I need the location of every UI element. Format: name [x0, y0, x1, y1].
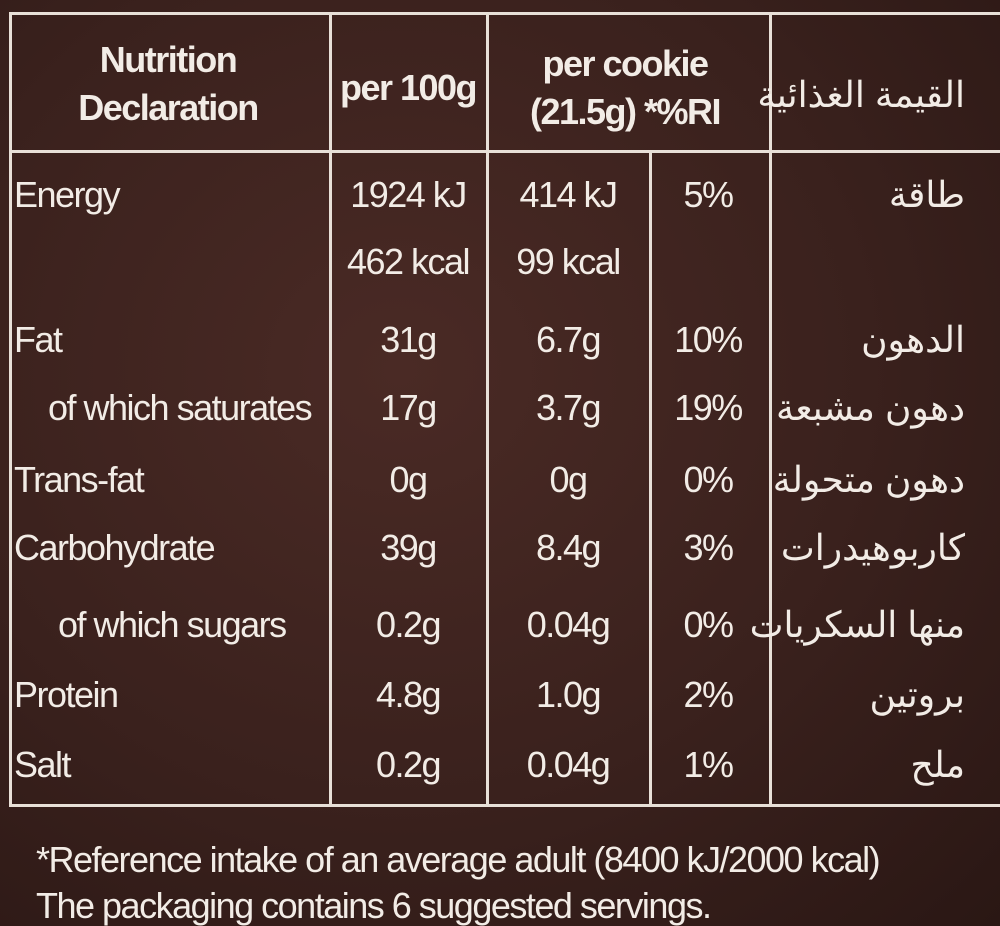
row-arabic: منها السكريات: [749, 604, 967, 645]
row-label: of which saturates: [48, 387, 313, 428]
footer-note: *Reference intake of an average adult (8…: [36, 839, 881, 880]
row-arabic: بروتين: [869, 674, 966, 715]
header-column: (21.5g) *%RI: [529, 91, 722, 132]
row-arabic: كاربوهيدرات: [780, 527, 967, 568]
header-title: Nutrition: [99, 39, 238, 80]
row-value: 39g: [380, 527, 437, 568]
row-value: 1.0g: [535, 674, 602, 715]
row-value: 0.04g: [526, 604, 611, 645]
row-ri: 1%: [683, 744, 734, 785]
row-label: Energy: [14, 174, 121, 215]
row-ri: 2%: [683, 674, 734, 715]
row-value: 99 kcal: [516, 241, 621, 282]
row-label: Carbohydrate: [14, 527, 216, 568]
header-arabic: القيمة الغذائية: [757, 74, 966, 115]
row-label: Salt: [14, 744, 72, 785]
row-ri: 0%: [683, 459, 734, 500]
header-column: per cookie: [542, 43, 709, 84]
row-arabic: دهون متحولة: [772, 459, 967, 500]
row-value: 0.04g: [526, 744, 611, 785]
rule: [486, 12, 489, 807]
row-label: Trans-fat: [14, 459, 145, 500]
rule: [10, 804, 1000, 807]
row-value: 0g: [549, 459, 588, 500]
row-label: of which sugars: [58, 604, 287, 645]
rule: [10, 150, 1000, 153]
footer-note: The packaging contains 6 suggested servi…: [36, 885, 712, 926]
row-label: Protein: [14, 674, 119, 715]
header-title: Declaration: [78, 87, 259, 128]
row-value: 0.2g: [375, 744, 442, 785]
rule: [649, 150, 652, 807]
row-label: Fat: [14, 319, 63, 360]
row-value: 6.7g: [535, 319, 602, 360]
row-ri: 3%: [683, 527, 734, 568]
row-value: 414 kJ: [519, 174, 618, 215]
row-ri: 19%: [674, 387, 743, 428]
row-value: 8.4g: [535, 527, 602, 568]
row-value: 462 kcal: [346, 241, 471, 282]
row-arabic: طاقة: [888, 174, 967, 215]
rule: [769, 12, 772, 807]
row-value: 0.2g: [375, 604, 442, 645]
row-ri: 5%: [683, 174, 734, 215]
header-column: per 100g: [339, 67, 478, 108]
row-arabic: ملح: [910, 744, 967, 785]
rule: [10, 12, 1000, 15]
row-value: 4.8g: [375, 674, 442, 715]
rule: [329, 12, 332, 807]
row-value: 31g: [380, 319, 437, 360]
rule: [9, 12, 12, 807]
row-value: 3.7g: [535, 387, 602, 428]
row-arabic: دهون مشبعة: [776, 387, 966, 428]
row-value: 17g: [380, 387, 437, 428]
row-ri: 0%: [683, 604, 734, 645]
row-value: 0g: [389, 459, 428, 500]
row-ri: 10%: [674, 319, 743, 360]
row-value: 1924 kJ: [350, 174, 467, 215]
row-arabic: الدهون: [861, 319, 966, 360]
